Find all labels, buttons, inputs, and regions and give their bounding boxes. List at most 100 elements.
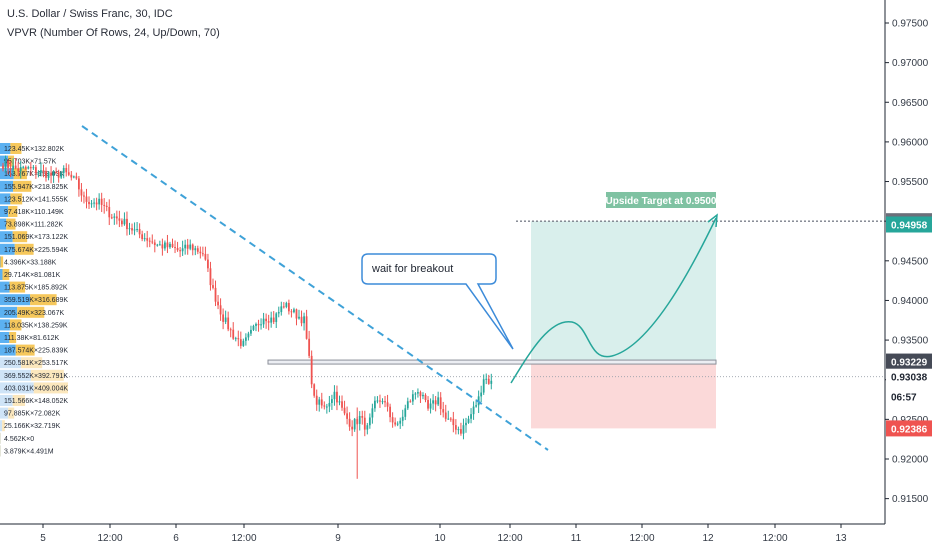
- candle: [105, 201, 108, 212]
- x-tick-label: 6: [173, 533, 179, 544]
- candle: [366, 422, 369, 435]
- candle: [371, 403, 374, 424]
- candle: [270, 311, 273, 328]
- candle: [123, 212, 126, 226]
- candle: [399, 417, 402, 429]
- candle: [320, 392, 323, 409]
- candle: [353, 417, 356, 432]
- bar-countdown: 06:57: [891, 393, 917, 404]
- vp-down-bar: [6, 218, 16, 230]
- vp-down-bar: [2, 269, 10, 280]
- candle: [204, 246, 207, 261]
- vp-up-bar: [0, 382, 34, 394]
- candle: [24, 165, 27, 171]
- candle: [9, 161, 12, 177]
- target-zone: [531, 221, 716, 362]
- candle: [186, 238, 189, 255]
- candle: [295, 308, 298, 326]
- candle: [313, 383, 316, 398]
- candle: [2, 162, 4, 172]
- candle: [27, 165, 30, 170]
- vp-up-bar: [0, 269, 3, 280]
- candle: [485, 373, 488, 385]
- candle: [250, 325, 252, 337]
- vp-row-label: 155.947K×218.825K: [4, 184, 68, 191]
- vp-up-bar: [0, 206, 9, 217]
- candle: [293, 307, 295, 314]
- candle: [361, 410, 364, 425]
- candle: [389, 403, 391, 423]
- vp-row-label: 4.562K×0: [4, 436, 34, 443]
- candle: [358, 411, 361, 431]
- candle: [22, 165, 25, 169]
- candle: [255, 322, 257, 332]
- candle: [300, 310, 303, 327]
- vp-down-bar: [0, 256, 4, 268]
- candle: [391, 412, 394, 428]
- candle: [260, 318, 262, 330]
- candle: [78, 175, 80, 197]
- candle: [434, 396, 437, 412]
- candle: [351, 420, 354, 437]
- bar-countdown-bg: [886, 388, 932, 405]
- candle: [62, 165, 65, 179]
- vp-down-bar: [33, 382, 68, 394]
- candle: [151, 234, 154, 245]
- candle: [146, 230, 149, 248]
- vp-up-bar: [0, 193, 11, 205]
- candle: [432, 394, 434, 410]
- candle: [348, 412, 351, 431]
- candle: [176, 241, 179, 252]
- candle: [70, 171, 73, 181]
- x-tick-label: 12:00: [97, 533, 122, 544]
- candle: [153, 239, 156, 253]
- candle: [447, 410, 450, 420]
- candle: [480, 385, 483, 403]
- vp-up-bar: [0, 395, 13, 406]
- candle: [219, 298, 222, 321]
- vp-down-bar: [9, 319, 22, 331]
- candle: [37, 170, 40, 178]
- x-tick-label: 12: [702, 533, 714, 544]
- candle: [199, 246, 202, 259]
- indicator-legend[interactable]: VPVR (Number Of Rows, 24, Up/Down, 70): [7, 27, 220, 39]
- candle: [128, 222, 131, 235]
- candle: [368, 413, 371, 429]
- candle: [34, 164, 37, 179]
- candle: [224, 310, 227, 325]
- y-tick-label: 0.92000: [892, 454, 929, 465]
- candle: [214, 280, 217, 307]
- vp-down-bar: [9, 281, 26, 293]
- candle: [303, 312, 305, 331]
- candle: [19, 161, 22, 179]
- candle: [429, 398, 432, 414]
- candle: [465, 417, 467, 433]
- vp-down-bar: [8, 206, 18, 217]
- candle: [328, 395, 331, 413]
- candle: [287, 299, 290, 315]
- vp-up-bar: [0, 420, 3, 432]
- candle: [462, 418, 465, 440]
- x-tick-label: 13: [835, 533, 847, 544]
- candle: [136, 222, 138, 233]
- candle: [209, 261, 212, 291]
- candle: [422, 392, 424, 400]
- candle: [179, 246, 181, 258]
- candle: [156, 243, 159, 247]
- chart-title: U.S. Dollar / Swiss Franc, 30, IDC: [7, 8, 173, 20]
- y-tick-label: 0.94500: [892, 256, 929, 267]
- vp-down-bar: [14, 243, 34, 255]
- candle: [305, 309, 308, 340]
- candle: [244, 333, 247, 346]
- candle: [12, 158, 15, 176]
- candle: [252, 324, 255, 331]
- candle: [164, 240, 166, 251]
- vp-row-label: 3.879K×4.491M: [4, 448, 54, 455]
- callout-bubble: [361, 253, 514, 350]
- candle: [239, 331, 242, 349]
- y-tick-label: 0.92500: [892, 415, 929, 426]
- candle: [404, 404, 407, 421]
- y-tick-label: 0.95500: [892, 177, 929, 188]
